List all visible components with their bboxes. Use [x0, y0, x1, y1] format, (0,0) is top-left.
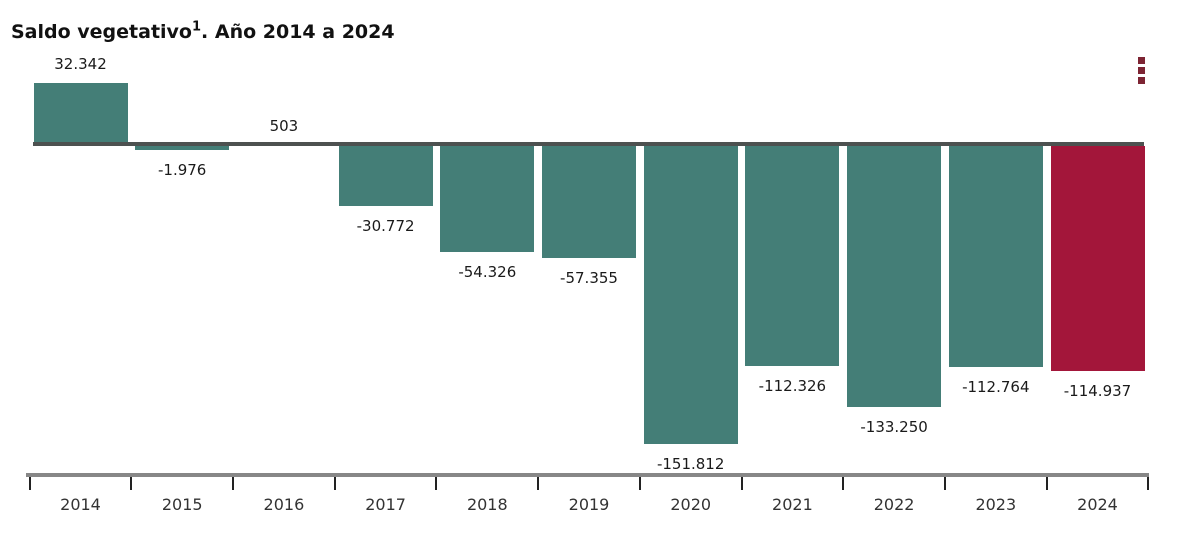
bar-2018[interactable] [440, 146, 535, 252]
x-axis-line [26, 473, 1149, 477]
x-axis-tick [842, 477, 845, 490]
x-axis-label-2015: 2015 [161, 495, 203, 514]
value-label-2023: -112.764 [962, 378, 1030, 396]
x-axis-label-2020: 2020 [670, 495, 712, 514]
x-axis-tick [333, 477, 336, 490]
bar-2023[interactable] [948, 146, 1043, 367]
title-main: Saldo vegetativo [11, 21, 192, 43]
value-label-2024: -114.937 [1063, 382, 1132, 400]
x-axis-tick [537, 477, 540, 490]
x-axis-label-2023: 2023 [975, 495, 1017, 514]
x-axis-label-2024: 2024 [1077, 495, 1118, 514]
page-title: Saldo vegetativo1. Año 2014 a 2024 [11, 21, 395, 43]
title-footnote-marker: 1 [191, 19, 202, 35]
value-label-2020: -151.812 [656, 455, 725, 473]
kebab-dot [1138, 77, 1145, 84]
x-axis-tick [28, 477, 31, 490]
bar-2015[interactable] [135, 146, 230, 150]
x-axis-tick [232, 477, 235, 490]
value-label-2021: -112.326 [758, 377, 827, 395]
value-label-2017: -30.772 [356, 217, 415, 235]
title-rest: . Año 2014 a 2024 [201, 21, 395, 43]
x-axis-label-2014: 2014 [60, 495, 101, 514]
x-axis-label-2016: 2016 [263, 495, 305, 514]
bar-2024[interactable] [1050, 146, 1145, 371]
value-label-2018: -54.326 [458, 263, 517, 281]
bar-2020[interactable] [643, 146, 738, 444]
bar-2019[interactable] [542, 146, 636, 258]
bar-2021[interactable] [745, 146, 840, 366]
kebab-dot [1138, 57, 1145, 64]
x-axis-tick [740, 477, 743, 490]
x-axis-label-2022: 2022 [873, 495, 915, 514]
kebab-dot [1138, 67, 1145, 74]
value-label-2019: -57.355 [560, 269, 618, 287]
x-axis-label-2017: 2017 [365, 495, 406, 514]
x-axis-tick [1147, 477, 1150, 490]
kebab-menu-icon[interactable] [1138, 57, 1146, 87]
bar-2014[interactable] [33, 83, 128, 146]
x-axis-tick [943, 477, 946, 490]
zero-baseline [33, 142, 1144, 146]
value-label-2015: -1.976 [158, 161, 207, 179]
x-axis-tick [130, 477, 133, 490]
x-axis-label-2018: 2018 [466, 495, 508, 514]
x-axis-tick [1045, 477, 1048, 490]
x-axis-tick [638, 477, 641, 490]
x-axis-label-2021: 2021 [772, 495, 813, 514]
bar-2022[interactable] [847, 146, 942, 407]
value-label-2014: 32.342 [54, 55, 107, 73]
x-axis-tick [435, 477, 438, 490]
bar-2017[interactable] [338, 146, 433, 206]
x-axis-label-2019: 2019 [568, 495, 610, 514]
value-label-2016: 503 [269, 117, 299, 135]
value-label-2022: -133.250 [860, 418, 928, 436]
